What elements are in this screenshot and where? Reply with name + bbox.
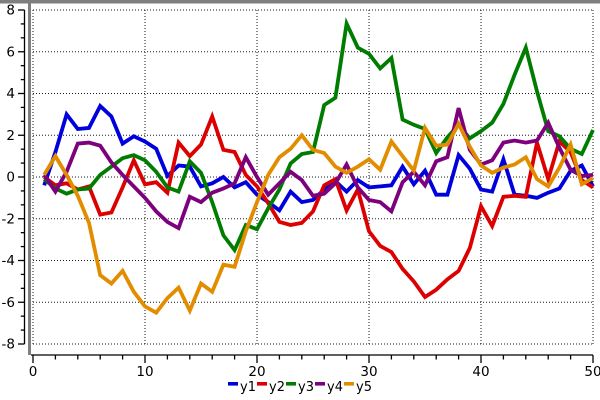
legend-swatch-y5 bbox=[344, 382, 354, 386]
y-tick-label: 2 bbox=[6, 128, 15, 144]
y-tick-label: -4 bbox=[2, 253, 15, 269]
legend-swatch-y4 bbox=[315, 382, 325, 386]
x-tick-label: 10 bbox=[136, 364, 153, 380]
axes bbox=[18, 9, 594, 363]
y-tick-label: -6 bbox=[2, 295, 15, 311]
x-tick-label: 30 bbox=[360, 364, 377, 380]
y-tick-label: 6 bbox=[6, 44, 15, 60]
figure-top-border bbox=[0, 0, 600, 4]
y-tick-label: -2 bbox=[2, 211, 15, 227]
legend-label-y3: y3 bbox=[298, 380, 314, 395]
x-tick-label: 0 bbox=[29, 364, 38, 380]
y-tick-label: -8 bbox=[2, 337, 15, 353]
y-axis-tick-labels: -8 -6 -4 -2 0 2 4 6 8 bbox=[2, 3, 15, 353]
x-tick-label: 40 bbox=[472, 364, 489, 380]
y-tick-label: 4 bbox=[6, 86, 15, 102]
legend-label-y1: y1 bbox=[240, 380, 256, 395]
x-tick-label: 50 bbox=[584, 364, 600, 380]
series-line-y3 bbox=[42, 17, 595, 254]
series-line-y2 bbox=[43, 110, 595, 300]
grid bbox=[32, 9, 594, 345]
y-tick-label: 8 bbox=[6, 3, 15, 19]
series-line-y5 bbox=[42, 119, 594, 316]
legend: y1 y2 y3 y4 y5 bbox=[228, 380, 372, 395]
series-line-y4 bbox=[42, 107, 594, 231]
legend-label-y5: y5 bbox=[356, 380, 372, 395]
legend-swatch-y1 bbox=[228, 382, 238, 386]
x-tick-label: 20 bbox=[248, 364, 265, 380]
figure-left-border bbox=[28, 3, 31, 355]
x-axis-tick-labels: 0 10 20 30 40 50 bbox=[29, 364, 600, 380]
legend-swatch-y3 bbox=[286, 382, 296, 386]
legend-label-y4: y4 bbox=[327, 380, 343, 395]
legend-label-y2: y2 bbox=[269, 380, 285, 395]
legend-swatch-y2 bbox=[257, 382, 267, 386]
y-tick-label: 0 bbox=[6, 170, 15, 186]
